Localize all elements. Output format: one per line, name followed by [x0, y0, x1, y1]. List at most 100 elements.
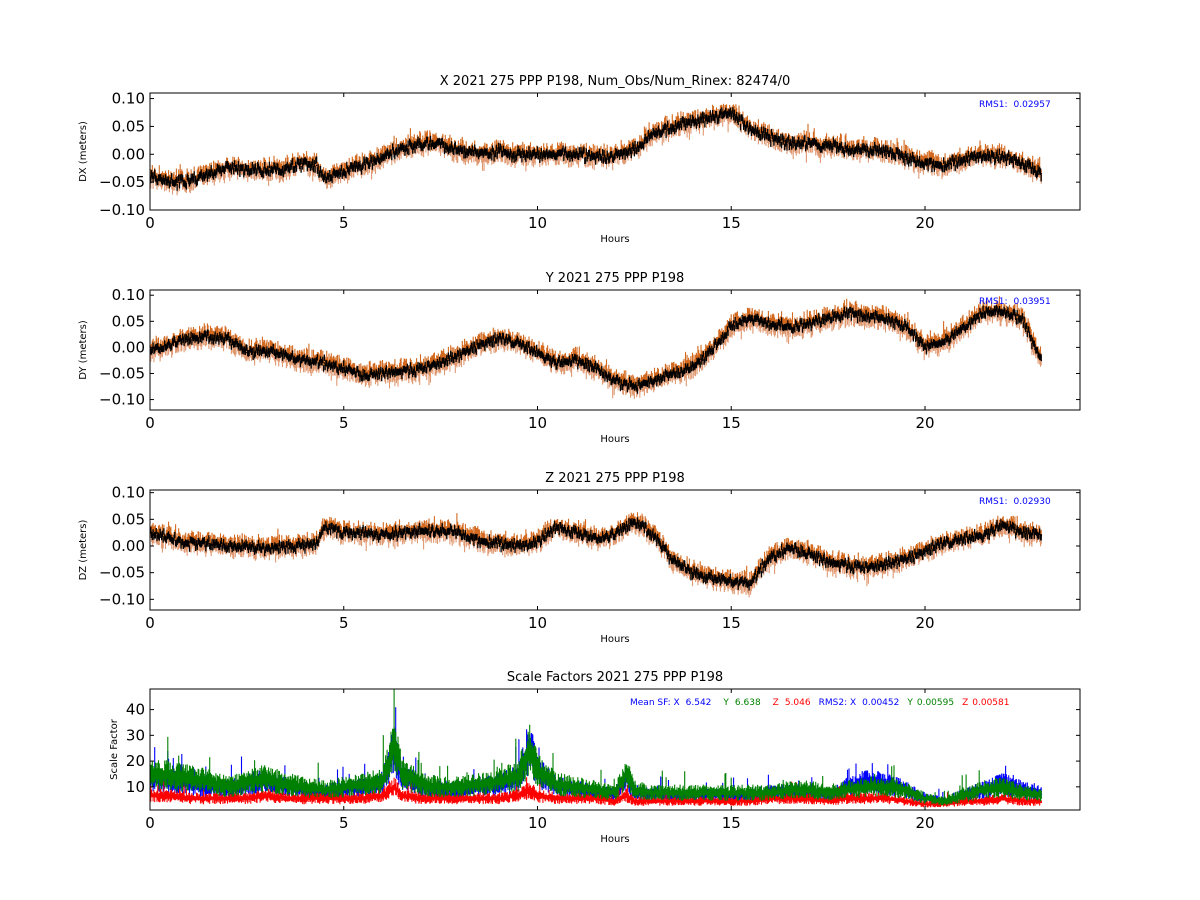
annotation-mean-sf-label: Mean SF: X [630, 698, 680, 708]
data-point [536, 351, 539, 354]
data-point-z [924, 804, 926, 806]
data-point-z [529, 791, 531, 793]
data-point [478, 153, 481, 156]
plot-area [150, 512, 1043, 598]
y-tick-label: 0.10 [112, 286, 145, 304]
x-tick-label: 0 [145, 614, 155, 632]
x-tick-label: 5 [339, 614, 349, 632]
data-point [381, 156, 384, 158]
data-point-y [653, 793, 655, 796]
x-tick-label: 15 [722, 814, 741, 832]
data-point [788, 325, 791, 328]
y-tick-label: 30 [126, 726, 145, 744]
data-point-z [188, 798, 190, 801]
data-point [168, 344, 171, 346]
data-point [459, 150, 461, 153]
data-point [304, 161, 306, 164]
y-tick-label: −0.05 [99, 364, 145, 382]
data-point-z [207, 798, 209, 801]
data-point [575, 153, 578, 156]
data-point [517, 341, 519, 344]
data-point [1021, 317, 1023, 320]
x-tick-label: 20 [915, 814, 934, 832]
data-point [769, 323, 771, 325]
subplot-title: Z 2021 275 PPP P198 [545, 471, 685, 486]
subplot-title: X 2021 275 PPP P198, Num_Obs/Num_Rinex: … [440, 74, 791, 89]
data-point-y [304, 788, 306, 791]
data-point [401, 531, 403, 534]
data-point-y [323, 791, 326, 793]
data-point [904, 325, 907, 328]
x-tick-label: 0 [145, 214, 155, 232]
data-point [866, 149, 868, 151]
x-tick-label: 5 [339, 414, 349, 432]
plot-area [150, 103, 1043, 196]
data-point-y [730, 793, 733, 796]
data-point [827, 145, 829, 147]
data-point [226, 545, 229, 547]
data-point [594, 537, 597, 539]
upper-envelope [150, 296, 1042, 389]
data-point [362, 531, 364, 534]
data-point [653, 380, 655, 383]
y-axis-label: DY (meters) [78, 320, 89, 380]
data-point [246, 545, 248, 547]
x-tick-label: 10 [528, 214, 547, 232]
y-tick-label: 0.05 [112, 117, 145, 135]
data-point [1001, 523, 1004, 526]
data-point [594, 156, 597, 158]
data-point [575, 531, 578, 534]
data-point [730, 113, 733, 115]
data-point [827, 561, 829, 563]
solution-series [150, 107, 1042, 191]
data-point-y [885, 788, 888, 791]
data-point [846, 312, 849, 315]
data-point [924, 550, 926, 553]
data-point [284, 545, 287, 547]
annotation-rms2-label: RMS2: X [819, 698, 857, 708]
y-tick-label: 0.05 [112, 312, 145, 330]
data-point [517, 545, 519, 547]
data-point-y [943, 801, 946, 804]
data-point-z [420, 798, 423, 801]
y-tick-label: 40 [126, 701, 145, 719]
data-point [866, 566, 868, 569]
data-point-z [625, 796, 628, 798]
data-point [188, 542, 190, 545]
x-tick-label: 10 [528, 814, 547, 832]
x-tick-label: 5 [339, 214, 349, 232]
annotation-rms2-x: 0.00452 [862, 698, 899, 708]
data-point [188, 338, 190, 341]
data-point-y [1021, 793, 1023, 796]
data-point [168, 537, 171, 539]
data-point [633, 385, 636, 388]
data-point [769, 555, 771, 558]
data-point-y [420, 786, 423, 788]
data-point [711, 349, 713, 351]
data-point [420, 367, 423, 370]
data-point [459, 531, 461, 534]
data-point [343, 367, 345, 370]
data-point [556, 362, 558, 364]
data-point-z [556, 798, 558, 801]
data-point-z [653, 801, 655, 804]
data-point [885, 563, 888, 566]
data-point [246, 169, 248, 171]
annotation-rms2-z: 0.00581 [972, 698, 1009, 708]
data-point-z [323, 798, 326, 801]
data-point [284, 354, 287, 357]
x-tick-label: 10 [528, 614, 547, 632]
x-tick-label: 5 [339, 814, 349, 832]
data-point [943, 164, 946, 167]
solution-series [150, 305, 1042, 394]
data-point-z [498, 798, 500, 801]
data-point-z [769, 798, 771, 801]
axes-frame [149, 688, 1081, 811]
data-point-y [769, 793, 771, 796]
subplot-2: 0 5 10 15 20 −0.10 −0.05 0.00 0.05 0.10 Y 2021 275… [78, 271, 1081, 445]
data-point [691, 121, 694, 123]
subplot-3: 0 5 10 15 20 −0.10 −0.05 0.00 0.05 0.10 Z 2021 275… [78, 471, 1081, 645]
data-point-z [633, 801, 636, 804]
data-point [362, 164, 364, 167]
